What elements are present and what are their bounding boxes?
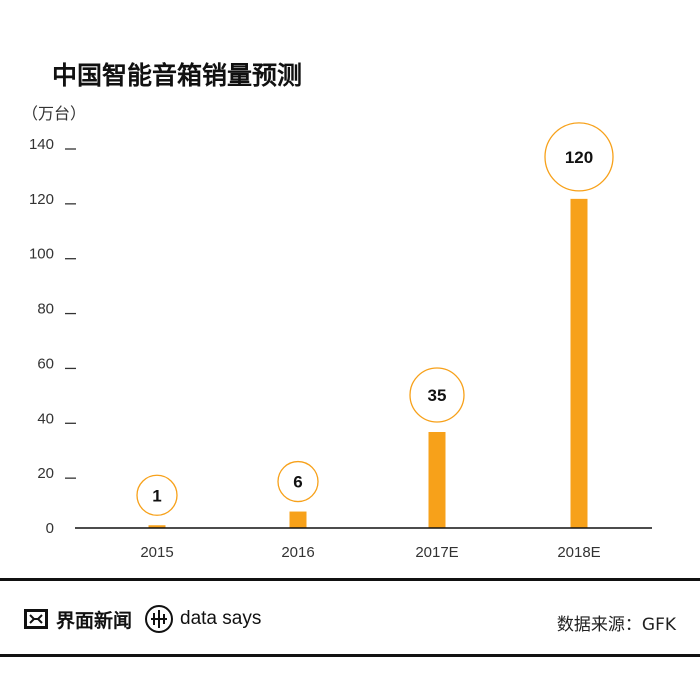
value-label: 1 xyxy=(152,486,161,505)
bar-chart: 0 20 40 60 80 100 120 140 1 6 35 120 2015 2016 2017E… xyxy=(29,122,652,561)
value-labels: 1 6 35 120 xyxy=(136,122,614,516)
x-tick-label: 2015 xyxy=(140,544,173,561)
value-label-circle xyxy=(136,474,178,516)
y-tick-label: 100 xyxy=(29,246,54,263)
datasays-logo-icon xyxy=(145,605,174,633)
bars xyxy=(148,198,588,528)
footer-brand: 界面新闻 data says xyxy=(24,604,261,634)
jiemian-logo-icon xyxy=(24,609,48,629)
footer-divider-bottom xyxy=(0,654,700,657)
data-source: 数据来源：GFK xyxy=(556,615,676,635)
bar-2017E xyxy=(428,432,446,528)
y-axis-ticks: 0 20 40 60 80 100 120 140 xyxy=(29,136,76,537)
value-label-circle xyxy=(277,460,319,503)
bar-2015 xyxy=(148,525,166,528)
x-axis-ticks: 2015 2016 2017E 2018E xyxy=(140,544,600,561)
y-tick-label: 0 xyxy=(46,520,54,537)
value-label: 6 xyxy=(293,473,302,492)
y-tick-label: 40 xyxy=(37,410,54,427)
x-tick-label: 2017E xyxy=(415,544,458,561)
value-label-circle xyxy=(544,122,614,192)
value-label: 120 xyxy=(565,148,593,167)
y-tick-label: 60 xyxy=(37,355,54,372)
y-tick-label: 20 xyxy=(37,465,54,482)
x-tick-label: 2016 xyxy=(281,544,314,561)
footer-divider-top xyxy=(0,578,700,581)
value-label: 35 xyxy=(428,386,447,405)
datasays-text: data says xyxy=(180,608,262,629)
y-tick-label: 80 xyxy=(37,301,54,318)
bar-2016 xyxy=(289,511,307,528)
y-tick-label: 140 xyxy=(29,136,54,153)
value-label-circle xyxy=(409,367,465,423)
y-tick-label: 120 xyxy=(29,191,54,208)
bar-2018E xyxy=(570,198,588,528)
y-axis-unit: （万台） xyxy=(22,104,87,123)
brand-name: 界面新闻 xyxy=(56,609,133,632)
x-tick-label: 2018E xyxy=(557,544,600,561)
chart-title: 中国智能音箱销量预测 xyxy=(52,61,303,90)
